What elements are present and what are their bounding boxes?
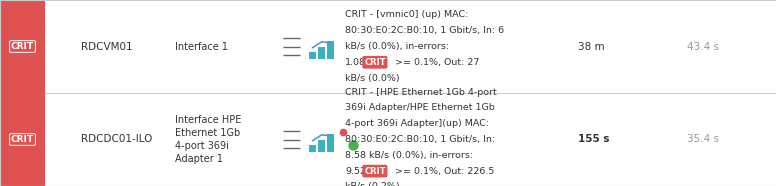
Text: 8.58 kB/s (0.0%), in-errors:: 8.58 kB/s (0.0%), in-errors: bbox=[345, 151, 473, 160]
Bar bbox=[309, 52, 316, 59]
Text: 80:30:E0:2C:B0:10, 1 Gbit/s, In:: 80:30:E0:2C:B0:10, 1 Gbit/s, In: bbox=[345, 135, 495, 144]
Bar bbox=[318, 140, 325, 152]
Text: 369i Adapter/HPE Ethernet 1Gb: 369i Adapter/HPE Ethernet 1Gb bbox=[345, 103, 495, 112]
FancyBboxPatch shape bbox=[0, 93, 45, 186]
Bar bbox=[318, 46, 325, 59]
Text: kB/s (0.0%): kB/s (0.0%) bbox=[345, 74, 400, 83]
Text: CRIT - [vmnic0] (up) MAC:: CRIT - [vmnic0] (up) MAC: bbox=[345, 10, 469, 19]
Text: 4-port 369i Adapter](up) MAC:: 4-port 369i Adapter](up) MAC: bbox=[345, 119, 490, 128]
Text: RDCDC01-ILO: RDCDC01-ILO bbox=[81, 134, 153, 145]
Text: CRIT: CRIT bbox=[364, 58, 386, 67]
Text: kB/s (0.0%), in-errors:: kB/s (0.0%), in-errors: bbox=[345, 42, 449, 51]
Text: CRIT: CRIT bbox=[11, 135, 34, 144]
Text: 43.4 s: 43.4 s bbox=[687, 41, 719, 52]
Text: RDCVM01: RDCVM01 bbox=[81, 41, 133, 52]
Text: CRIT: CRIT bbox=[364, 167, 386, 176]
Text: 38 m: 38 m bbox=[578, 41, 605, 52]
Text: Interface 1: Interface 1 bbox=[175, 41, 227, 52]
Text: 35.4 s: 35.4 s bbox=[687, 134, 719, 145]
Bar bbox=[327, 41, 334, 59]
Text: 9.52%: 9.52% bbox=[345, 167, 376, 176]
Text: CRIT: CRIT bbox=[11, 42, 34, 51]
Text: CRIT - [HPE Ethernet 1Gb 4-port: CRIT - [HPE Ethernet 1Gb 4-port bbox=[345, 88, 497, 97]
Text: Interface HPE
Ethernet 1Gb
4-port 369i
Adapter 1: Interface HPE Ethernet 1Gb 4-port 369i A… bbox=[175, 115, 241, 164]
Text: 155 s: 155 s bbox=[578, 134, 610, 145]
FancyBboxPatch shape bbox=[0, 0, 45, 93]
Bar bbox=[327, 134, 334, 152]
Text: 1.08%: 1.08% bbox=[345, 58, 376, 67]
Text: >= 0.1%, Out: 226.5: >= 0.1%, Out: 226.5 bbox=[392, 167, 494, 176]
Text: kB/s (0.2%): kB/s (0.2%) bbox=[345, 182, 400, 186]
Bar bbox=[309, 145, 316, 152]
Text: 80:30:E0:2C:B0:10, 1 Gbit/s, In: 6: 80:30:E0:2C:B0:10, 1 Gbit/s, In: 6 bbox=[345, 26, 504, 35]
Text: >= 0.1%, Out: 27: >= 0.1%, Out: 27 bbox=[392, 58, 480, 67]
